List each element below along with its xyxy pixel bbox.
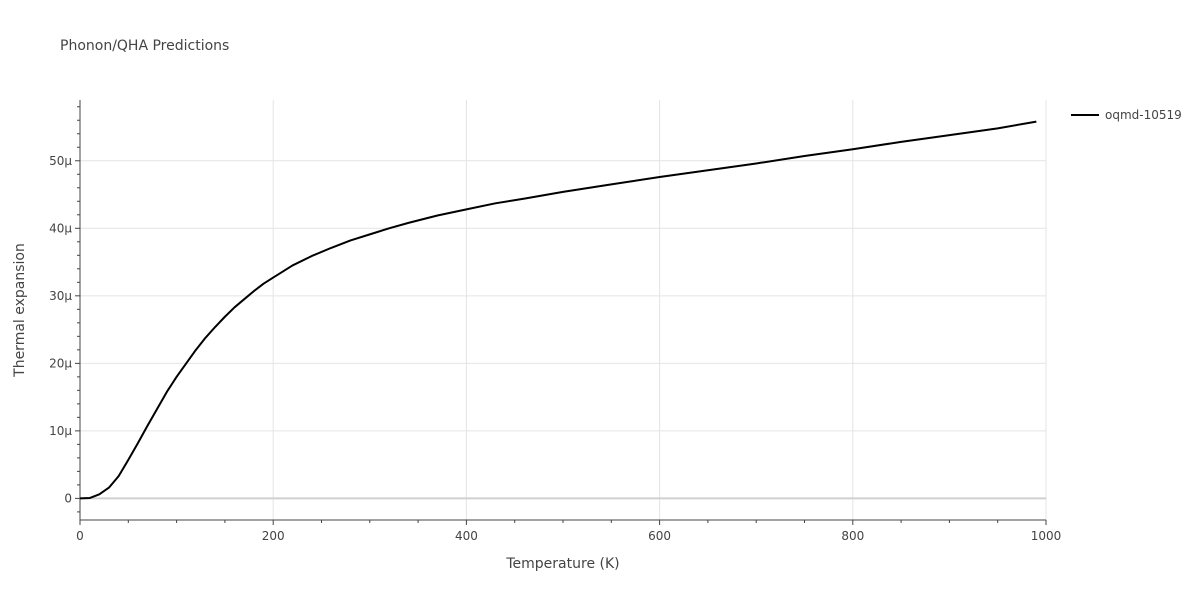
x-tick-label: 600 bbox=[648, 529, 671, 543]
series-layer bbox=[79, 120, 1037, 500]
chart-title: Phonon/QHA Predictions bbox=[60, 38, 229, 54]
y-axis-title: Thermal expansion bbox=[12, 243, 28, 378]
y-tick-label: 10μ bbox=[49, 424, 72, 438]
y-tick-label: 30μ bbox=[49, 289, 72, 303]
legend-label-oqmd-10519[interactable]: oqmd-10519 bbox=[1105, 108, 1182, 122]
x-tick-label: 0 bbox=[76, 529, 84, 543]
x-axis: 0 200 400 600 800 1000 bbox=[76, 519, 1062, 543]
x-gridlines bbox=[272, 100, 1047, 520]
x-tick-label: 200 bbox=[262, 529, 285, 543]
series-line-oqmd-10519 bbox=[79, 120, 1037, 500]
x-tick-label: 800 bbox=[841, 529, 864, 543]
y-gridlines bbox=[80, 160, 1046, 432]
y-tick-label: 20μ bbox=[49, 356, 72, 370]
y-tick-label: 40μ bbox=[49, 221, 72, 235]
y-axis: 0 10μ 20μ 30μ 40μ 50μ bbox=[49, 100, 81, 520]
x-tick-label: 400 bbox=[455, 529, 478, 543]
y-tick-label: 0 bbox=[64, 491, 72, 505]
legend: oqmd-10519 bbox=[1071, 108, 1182, 122]
x-tick-label: 1000 bbox=[1031, 529, 1062, 543]
x-axis-title: Temperature (K) bbox=[505, 556, 619, 572]
y-tick-label: 50μ bbox=[49, 154, 72, 168]
